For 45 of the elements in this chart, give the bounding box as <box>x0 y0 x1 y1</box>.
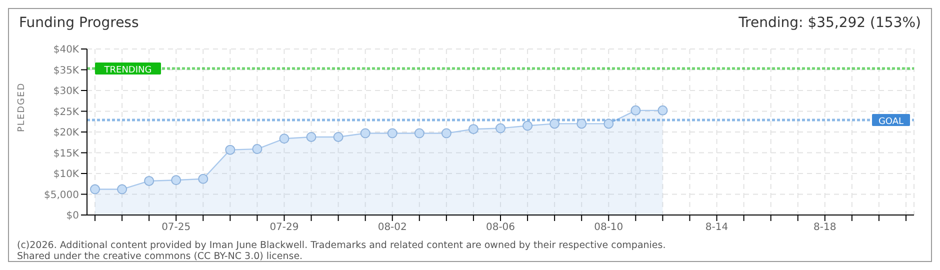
y-axis-title: PLEDGED <box>17 82 28 132</box>
point <box>279 134 290 144</box>
text: (c)2026. Additional content provided by Iman June Blackwell. Trademarks and related content are owned by their respective companies. <box>17 240 666 251</box>
x-tick-label: 08-06 <box>486 222 516 234</box>
y-tick-label: $10K <box>53 169 80 180</box>
x-tick-label: 8-18 <box>814 222 836 234</box>
point <box>387 128 398 138</box>
ref-line-label: GOAL <box>878 116 904 127</box>
chart-title: Funding Progress <box>19 15 139 31</box>
point <box>198 174 208 184</box>
point <box>90 184 100 194</box>
y-tick-label: $30K <box>53 86 80 98</box>
point <box>144 176 154 186</box>
point <box>550 118 560 129</box>
y-tick-label: $5,000 <box>44 190 79 201</box>
x-tick-label: 08-02 <box>378 222 407 234</box>
point <box>360 128 370 138</box>
y-tick-label: $40K <box>53 44 80 56</box>
ref-line-label: TRENDING <box>103 66 152 76</box>
point <box>468 124 478 134</box>
point <box>522 120 533 131</box>
point <box>576 118 587 129</box>
text: Shared under the creative commons (CC BY-NC 3.0) license. <box>17 251 304 262</box>
x-tick-label: 07-29 <box>270 222 299 234</box>
point <box>171 175 182 186</box>
y-tick-label: $15K <box>53 148 80 160</box>
point <box>441 128 452 138</box>
point <box>117 184 128 194</box>
point <box>414 128 424 138</box>
x-tick-label: 8-14 <box>705 222 728 234</box>
chart-subtitle: Trending: $35,292 (153%) <box>738 15 921 31</box>
point <box>630 105 641 116</box>
point <box>496 123 506 134</box>
x-tick-label: 08-10 <box>594 222 624 234</box>
y-tick-label: $25K <box>53 106 80 118</box>
point <box>306 132 316 142</box>
point <box>333 132 344 142</box>
point <box>658 105 668 116</box>
y-tick-label: $35K <box>53 65 80 76</box>
y-tick-label: $20K <box>53 128 80 139</box>
point <box>252 144 262 154</box>
y-tick-label: $0 <box>66 210 79 222</box>
point <box>225 144 236 155</box>
x-tick-label: 07-25 <box>162 222 191 234</box>
point <box>604 118 614 129</box>
